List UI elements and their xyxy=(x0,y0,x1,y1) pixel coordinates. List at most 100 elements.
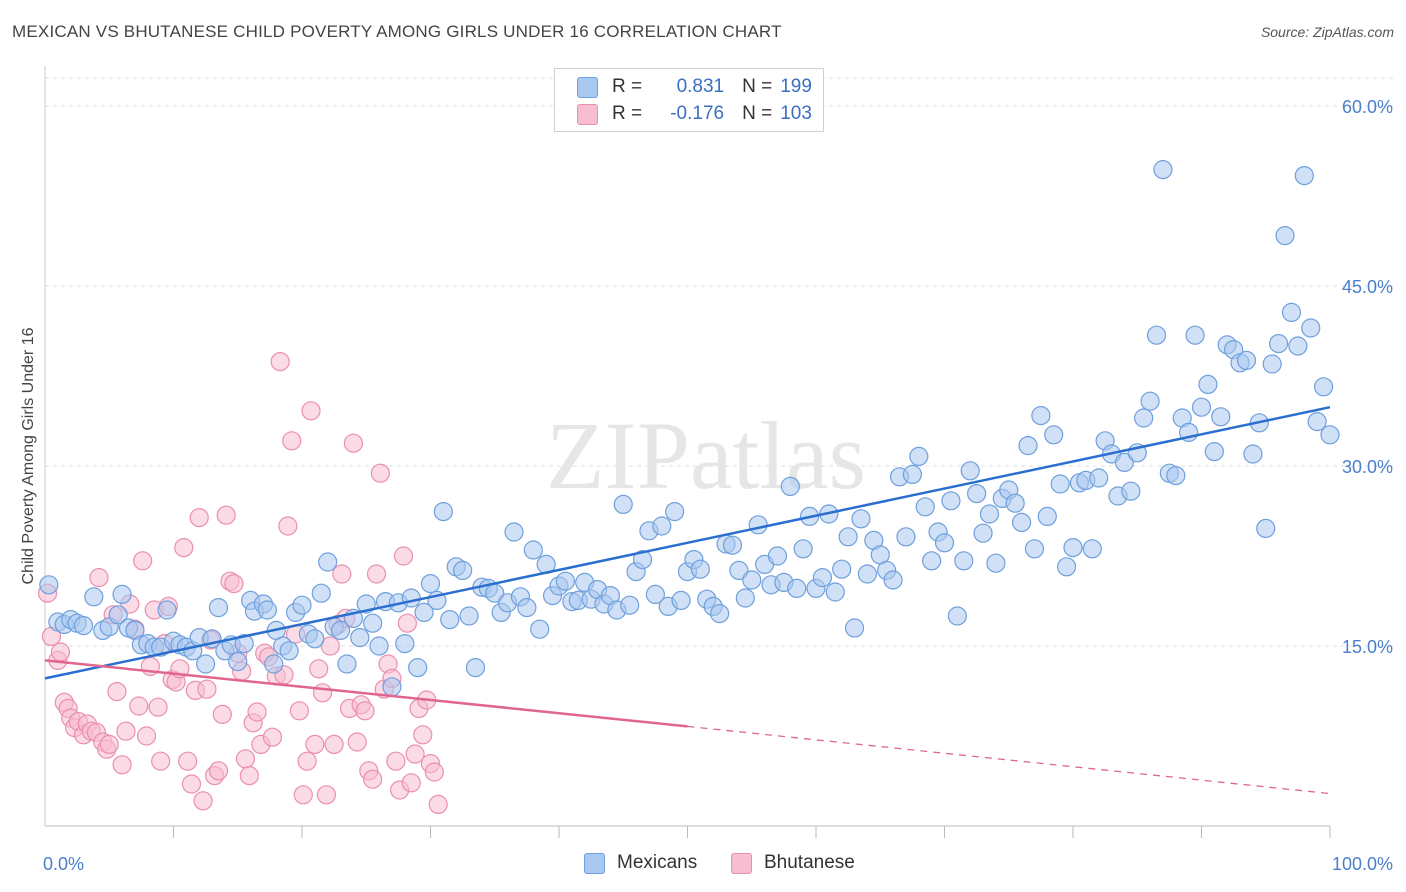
mexicans-point xyxy=(1275,226,1295,246)
bhutanese-point xyxy=(301,401,321,421)
mexicans-point xyxy=(922,551,942,571)
mexicans-point xyxy=(1037,506,1057,527)
bhutanese-point xyxy=(316,785,337,805)
mexicans-point xyxy=(1185,325,1205,345)
mexicans-point xyxy=(729,560,749,581)
mexicans-point xyxy=(979,504,1000,524)
mexicans-point xyxy=(523,540,543,560)
bhutanese-point xyxy=(401,773,421,793)
mexicans-point xyxy=(420,573,441,594)
mexicans-point xyxy=(292,595,312,615)
mexicans-point xyxy=(1024,539,1045,559)
bhutanese-point xyxy=(424,762,444,782)
mexicans-point xyxy=(620,595,640,615)
bhutanese-point xyxy=(363,769,383,789)
mexicans-point xyxy=(645,584,665,605)
x-tick-label-min: 0.0% xyxy=(43,854,84,874)
mexicans-point xyxy=(986,553,1006,573)
bhutanese-trend-extension xyxy=(687,725,1331,795)
mexicans-point xyxy=(1313,377,1334,397)
bhutanese-swatch xyxy=(577,103,598,125)
mexicans-point xyxy=(1121,481,1141,501)
bhutanese-point xyxy=(178,751,198,771)
bhutanese-point xyxy=(99,734,119,755)
mexicans-point xyxy=(440,609,460,630)
bhutanese-point xyxy=(148,697,168,717)
mexicans-point xyxy=(465,657,486,678)
bhutanese-point xyxy=(405,744,425,764)
mexicans-point xyxy=(1198,374,1218,394)
mexicans-point xyxy=(305,629,325,649)
mexicans-point xyxy=(39,575,59,595)
bhutanese-point xyxy=(181,774,202,794)
bhutanese-trend-line xyxy=(44,659,688,728)
mexicans-point xyxy=(337,654,357,674)
mexicans-point xyxy=(433,502,453,522)
mexicans-point xyxy=(1056,557,1077,577)
mexicans-point xyxy=(279,641,299,661)
y-tick-label-30: 30.0% xyxy=(1342,457,1393,477)
mexicans-point xyxy=(780,476,800,496)
mexicans-point xyxy=(1146,325,1167,345)
mexicans-point xyxy=(883,570,903,590)
mexicans-point xyxy=(395,633,415,654)
bhutanese-point xyxy=(320,636,340,656)
mexicans-point xyxy=(1191,397,1212,417)
legend-item-mexicans[interactable]: Mexicans xyxy=(584,852,697,874)
bhutanese-point xyxy=(309,659,329,679)
legend-n-label: N = xyxy=(742,103,773,124)
legend-label-bhutanese: Bhutanese xyxy=(764,852,855,873)
bhutanese-point xyxy=(324,734,344,755)
legend-row-bhutanese: R = -0.176 N = 103 xyxy=(577,101,812,127)
bhutanese-point xyxy=(343,433,363,453)
bhutanese-point xyxy=(278,516,298,536)
mexicans-point xyxy=(838,527,858,547)
mexicans-point xyxy=(1005,493,1025,513)
mexicans-point xyxy=(941,491,961,511)
bhutanese-point xyxy=(50,642,71,662)
legend-n-value-bhutanese: 103 xyxy=(780,103,812,124)
mexicans-point xyxy=(73,615,94,636)
mexicans-point xyxy=(851,509,871,529)
mexicans-point xyxy=(408,657,428,678)
bhutanese-points xyxy=(37,352,448,815)
mexicans-point xyxy=(363,613,383,633)
mexicans-point xyxy=(318,552,338,572)
mexicans-point xyxy=(1166,466,1186,486)
bhutanese-point xyxy=(332,564,352,584)
chart-source: Source: ZipAtlas.com xyxy=(1260,24,1394,40)
mexicans-point xyxy=(84,587,104,607)
mexicans-point xyxy=(1320,425,1340,445)
mexicans-point xyxy=(208,597,229,618)
chart-title: MEXICAN VS BHUTANESE CHILD POVERTY AMONG… xyxy=(12,22,782,41)
bhutanese-point xyxy=(270,352,290,372)
mexicans-point xyxy=(722,535,743,555)
bhutanese-point xyxy=(235,749,256,769)
y-tick-label-45: 45.0% xyxy=(1342,277,1393,297)
mexicans-point xyxy=(157,600,177,620)
trend-lines xyxy=(44,405,1331,795)
mexicans-points xyxy=(39,160,1340,697)
bhutanese-point xyxy=(297,751,317,771)
mexicans-point xyxy=(530,619,550,639)
bhutanese-point xyxy=(262,727,283,747)
correlation-legend: R = 0.831 N = 199 R = -0.176 N = 103 xyxy=(554,68,824,132)
bhutanese-point xyxy=(293,785,313,805)
mexicans-point xyxy=(350,627,370,648)
legend-item-bhutanese[interactable]: Bhutanese xyxy=(731,852,855,874)
mexicans-point xyxy=(1256,518,1276,539)
bhutanese-point xyxy=(151,751,171,771)
mexicans-point xyxy=(108,605,128,625)
mexicans-point xyxy=(504,522,524,542)
mexicans-point xyxy=(793,539,813,559)
bhutanese-point xyxy=(428,794,448,815)
mexicans-point xyxy=(1243,444,1263,464)
mexicans-point xyxy=(1114,452,1135,472)
mexicans-point xyxy=(960,461,980,481)
bhutanese-point xyxy=(216,505,236,525)
mexicans-point xyxy=(401,588,421,608)
bhutanese-point xyxy=(133,551,153,571)
mexicans-point xyxy=(735,588,755,608)
mexicans-point xyxy=(1140,391,1160,411)
y-tick-label-60: 60.0% xyxy=(1342,97,1393,117)
